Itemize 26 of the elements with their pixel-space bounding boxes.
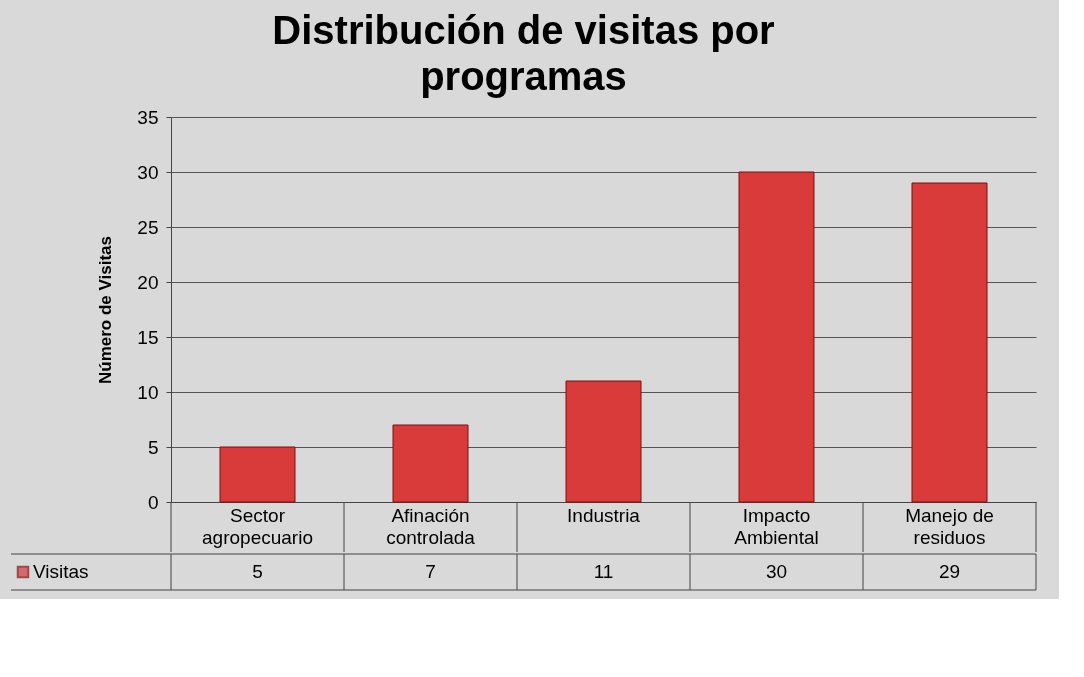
- chart-title: Distribución de visitas por programas: [272, 8, 775, 98]
- legend-label: Visitas: [33, 561, 89, 582]
- y-tick-label: 0: [147, 491, 159, 513]
- y-tick-label: 10: [137, 381, 159, 403]
- bar: [219, 446, 296, 503]
- y-tick-label: 30: [137, 161, 159, 183]
- y-tick-label: 25: [137, 216, 159, 238]
- data-label: 29: [938, 561, 961, 582]
- bar: [911, 182, 988, 503]
- x-tick-label: Industria: [567, 504, 641, 526]
- data-label: 7: [425, 561, 436, 582]
- bar: [392, 424, 469, 503]
- x-tick-label: Impacto Ambiental: [734, 504, 819, 548]
- data-label: 11: [593, 561, 614, 582]
- bar: [565, 380, 642, 503]
- y-tick-label: 20: [137, 271, 159, 293]
- x-tick-label: Afinación controlada: [386, 504, 476, 548]
- y-tick-label: 15: [137, 326, 159, 348]
- x-tick-label: Sector agropecuario: [202, 504, 313, 548]
- x-tick-label: Manejo de residuos: [905, 504, 994, 548]
- y-axis-title: Número de Visitas: [96, 235, 116, 385]
- y-tick-label: 5: [147, 436, 159, 458]
- data-label: 30: [765, 561, 788, 582]
- bar: [738, 171, 815, 503]
- y-tick-label: 35: [137, 106, 159, 128]
- data-label: 5: [252, 561, 263, 582]
